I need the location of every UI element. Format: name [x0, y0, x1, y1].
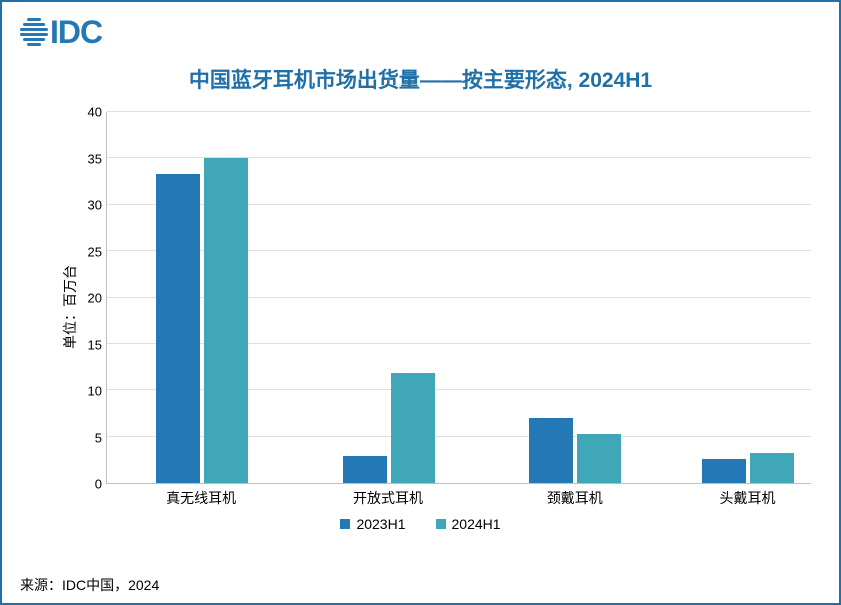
legend-item: 2024H1	[436, 516, 501, 532]
bar	[702, 459, 746, 483]
legend-item: 2023H1	[340, 516, 405, 532]
bar	[529, 418, 573, 483]
x-tick-label: 头戴耳机	[720, 488, 776, 508]
bar	[343, 456, 387, 483]
bar	[391, 373, 435, 483]
bar	[750, 453, 794, 483]
legend-swatch	[436, 519, 446, 529]
bar-group	[156, 158, 248, 484]
legend-swatch	[340, 519, 350, 529]
y-tick-label: 40	[74, 105, 102, 120]
legend-label: 2023H1	[356, 516, 405, 532]
x-tick-label: 开放式耳机	[353, 488, 423, 508]
bar	[577, 434, 621, 483]
y-tick-label: 30	[74, 198, 102, 213]
y-tick-label: 5	[74, 430, 102, 445]
legend-label: 2024H1	[452, 516, 501, 532]
bar-group	[343, 373, 435, 483]
y-tick-label: 25	[74, 244, 102, 259]
source-note: 来源：IDC中国，2024	[20, 575, 159, 595]
gridline	[107, 111, 811, 112]
y-tick-label: 35	[74, 151, 102, 166]
idc-globe-icon	[20, 18, 48, 46]
logo: IDC	[20, 14, 821, 50]
bar	[156, 174, 200, 483]
legend: 2023H1 2024H1	[20, 516, 821, 532]
bar-group	[529, 418, 621, 483]
y-tick-label: 15	[74, 337, 102, 352]
bar-group	[702, 453, 794, 483]
y-tick-label: 0	[74, 477, 102, 492]
chart-area: 单位：百万台 真无线耳机开放式耳机颈戴耳机头戴耳机 05101520253035…	[66, 102, 821, 512]
y-tick-label: 20	[74, 291, 102, 306]
chart-card: IDC 中国蓝牙耳机市场出货量——按主要形态, 2024H1 单位：百万台 真无…	[0, 0, 841, 605]
x-axis-labels: 真无线耳机 开放式耳机 颈戴耳机 头戴耳机	[106, 488, 811, 506]
chart-title: 中国蓝牙耳机市场出货量——按主要形态, 2024H1	[20, 64, 821, 94]
logo-text: IDC	[50, 14, 102, 51]
y-tick-label: 10	[74, 384, 102, 399]
bar	[204, 158, 248, 484]
x-tick-label: 颈戴耳机	[547, 488, 603, 508]
plot	[106, 112, 811, 484]
x-tick-label: 真无线耳机	[166, 488, 236, 508]
